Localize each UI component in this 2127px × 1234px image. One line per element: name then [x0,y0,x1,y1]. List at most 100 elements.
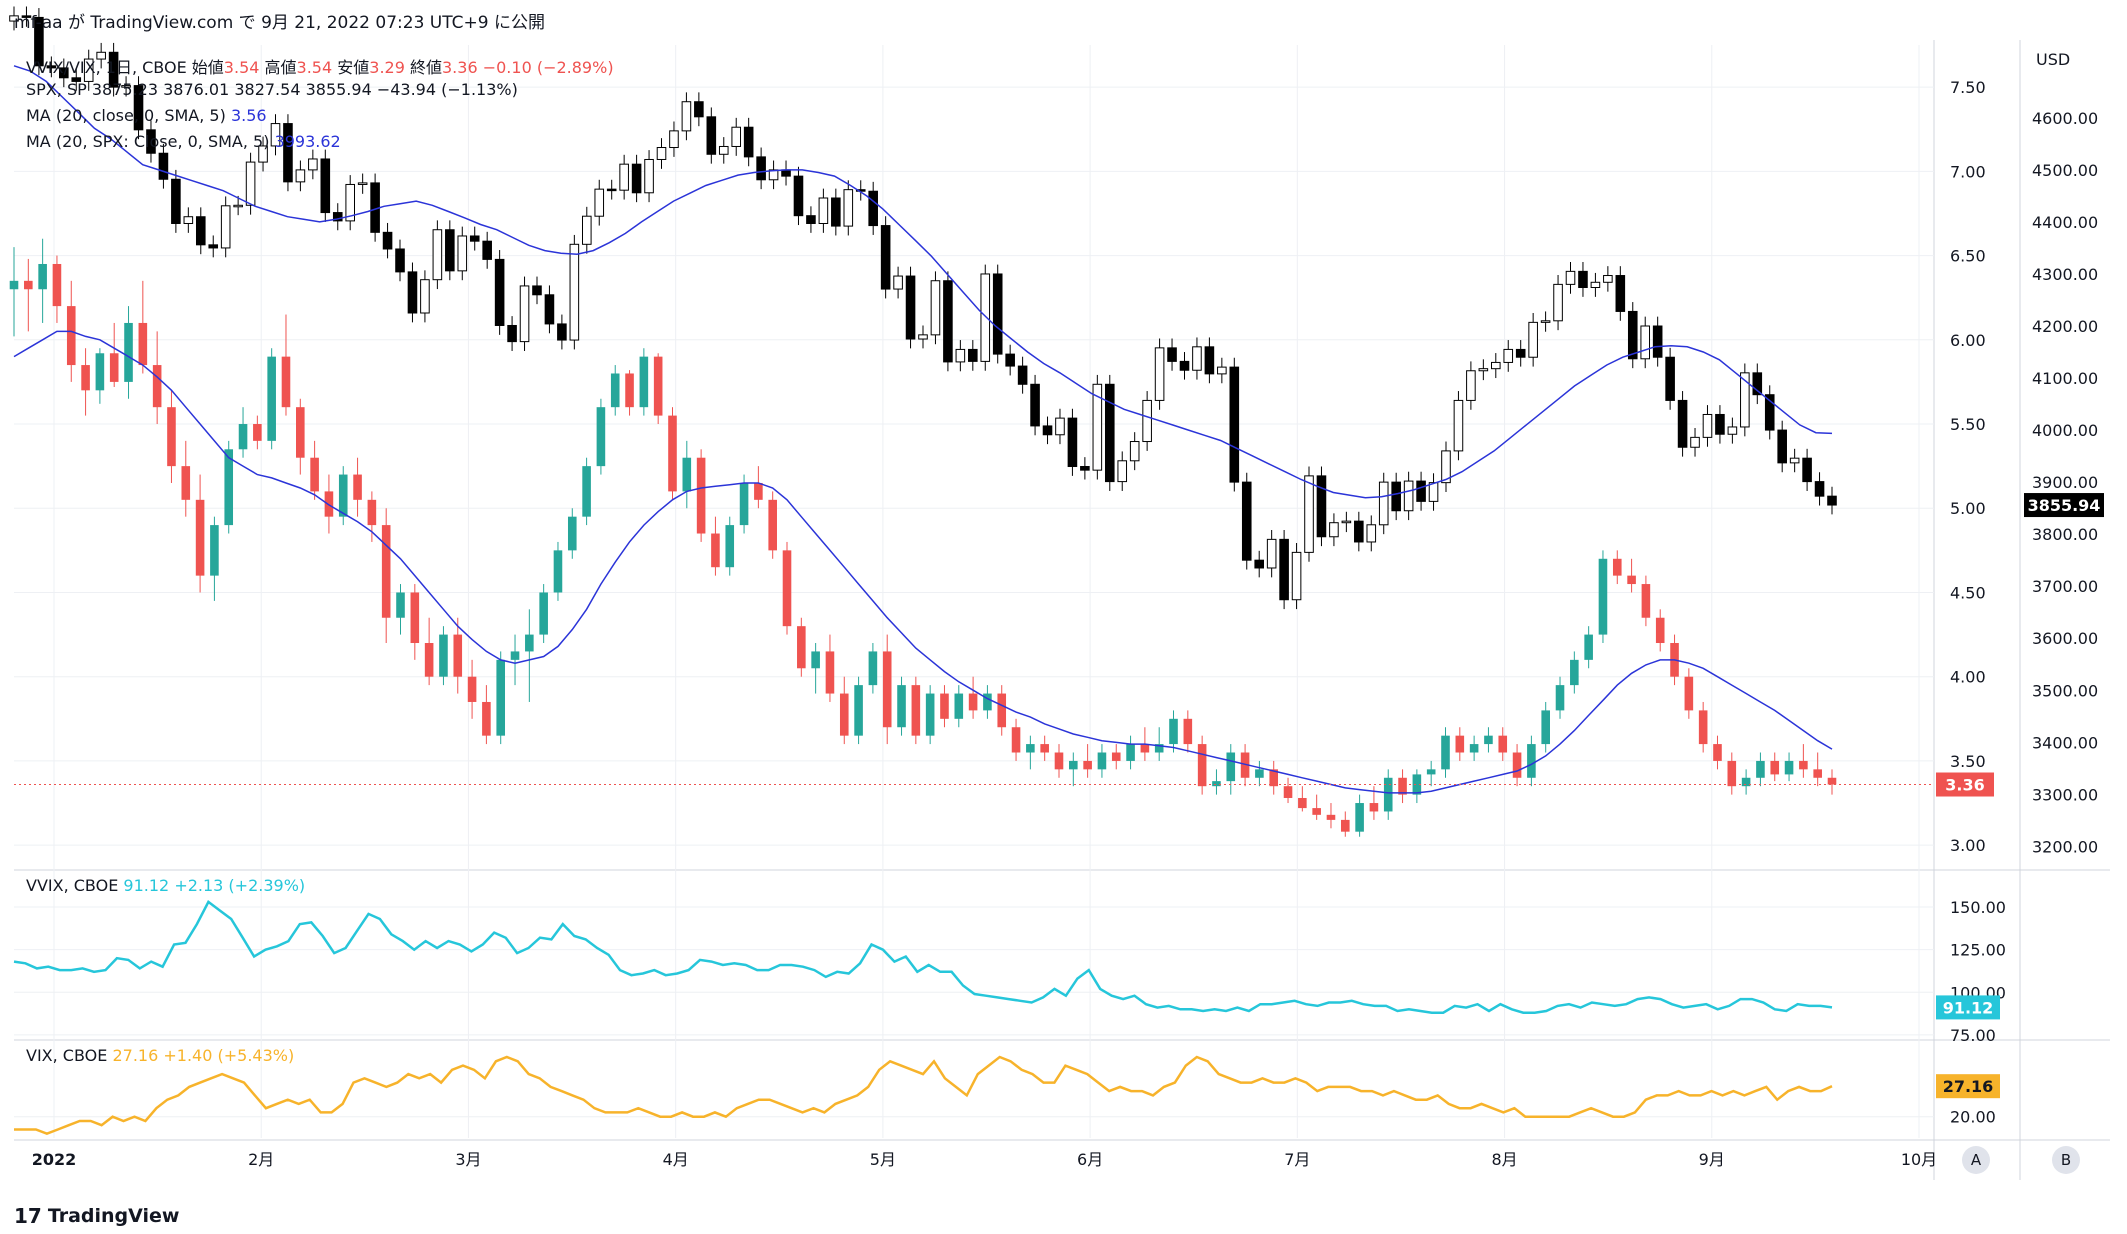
spx-candle-body [1142,399,1152,443]
ratio-candle-body [210,525,219,576]
ratio-last-badge-bg [1936,772,1994,797]
spx-candle-body [557,323,567,341]
legend-ratio[interactable]: VVIX/VIX, 1日, CBOE 始値3.54 高値3.54 安値3.29 … [26,54,614,78]
spx-candle-body [843,189,854,227]
spx-candle-body [96,51,106,60]
ratio-candle-body [782,550,792,627]
ratio-candle-body [1627,575,1636,585]
ratio-candle-body [38,263,47,290]
spx-candle-body [308,158,318,171]
legend-ma2[interactable]: MA (20, SPX: Close, 0, SMA, 5) 3993.62 [26,132,341,151]
spx-candle-body [420,279,430,314]
legend-high-label: 高値 [264,58,297,77]
publisher-name[interactable]: mf-aa [14,13,63,33]
spx-tick-label: 4000.00 [2032,421,2098,440]
ratio-tick-label: 7.50 [1950,78,1986,97]
spx-candle-body [21,15,32,18]
spx-candle-body [1578,270,1588,288]
ratio-candle-body [453,634,463,677]
ratio-candle-body [1741,777,1751,787]
spx-candle-body [1092,383,1103,471]
legend-vvix-label: VVIX, CBOE [26,876,119,895]
spx-candle-body [332,212,343,222]
ratio-candle-body [1498,735,1508,753]
spx-candles [9,6,1837,610]
ratio-candle-body [1698,710,1708,745]
spx-candle-body [1814,481,1825,497]
ratio-candle-body [582,466,591,517]
spx-tick-label: 3800.00 [2032,525,2098,544]
spx-candle-body [992,273,1003,355]
spx-candle-body [1764,394,1775,431]
spx-tick-label: 3500.00 [2032,681,2098,700]
ratio-candle-body [983,693,992,711]
spx-candle-body [1304,475,1314,553]
spx-candle-body [395,248,405,273]
spx-candle-body [1391,481,1401,512]
spx-candle-body [295,169,306,183]
spx-candle-body [1540,320,1551,323]
legend-low-label: 安値 [337,58,370,77]
legend-vvix-value: 91.12 [123,876,170,895]
ratio-candle-body [639,356,649,408]
time-tick-label: 4月 [663,1150,689,1169]
ratio-candle-body [1111,752,1121,761]
legend-high: 3.54 [296,58,333,77]
auto-scale-button[interactable]: A [1962,1146,1990,1174]
spx-candle-body [1627,310,1638,360]
ratio-candle-body [1527,744,1536,778]
spx-candle-body [1441,450,1451,484]
legend-vvix-change: +2.13 (+2.39%) [174,876,306,895]
legend-vix[interactable]: VIX, CBOE 27.16 +1.40 (+5.43%) [26,1046,294,1065]
spx-tick-label: 4400.00 [2032,213,2098,232]
tradingview-logo[interactable]: 17 TradingView [14,1204,179,1228]
spx-candle-body [1416,480,1426,502]
spx-candle-body [1129,441,1140,462]
ratio-candle-body [1398,777,1407,795]
legend-spx[interactable]: SPX, SP 3875.23 3876.01 3827.54 3855.94 … [26,80,518,99]
spx-candle-body [1017,365,1028,385]
spx-candle-body [133,85,144,131]
ratio-candle-body [1011,727,1021,753]
ratio-tick-label: 7.00 [1950,162,1986,181]
spx-candle-body [718,145,729,155]
spx-candle-body [1665,356,1675,401]
ratio-candle-body [668,415,677,492]
spx-last-badge: 3855.94 [2028,496,2101,515]
ratio-candle-body [1426,769,1436,775]
spx-candle-body [1789,457,1800,464]
spx-candle-body [494,258,505,326]
spx-candle-body [1266,538,1277,569]
publish-info: が TradingView.com で 9月 21, 2022 07:23 UT… [68,13,545,33]
log-scale-button[interactable]: B [2052,1146,2080,1174]
ratio-candle-body [1684,676,1694,711]
ratio-candle-body [954,693,964,719]
ratio-candle-body [1140,744,1150,753]
legend-low: 3.29 [369,58,405,77]
spx-tick-label: 4200.00 [2032,317,2098,336]
spx-candle-body [1777,429,1787,464]
legend-vvix[interactable]: VVIX, CBOE 91.12 +2.13 (+2.39%) [26,876,305,895]
ratio-candle-body [1154,744,1164,753]
ratio-candle-body [1827,777,1837,785]
ratio-candle-body [181,466,191,500]
spx-candle-body [1080,466,1090,471]
spx-candle-body [1428,482,1439,502]
ratio-candle-body [1054,752,1064,770]
vix-line [14,1055,1833,1136]
spx-candle-body [1802,457,1812,483]
ratio-candle-body [1126,744,1135,761]
legend-ma1[interactable]: MA (20, close, 0, SMA, 5) 3.56 [26,106,267,125]
time-tick-label: 2月 [248,1150,274,1169]
time-tick-label: 2022 [32,1150,77,1169]
ratio-candle-body [1069,760,1078,770]
vvix-tick-label: 150.00 [1950,898,2006,917]
spx-candle-body [1117,460,1128,483]
spx-candle-body [893,275,903,290]
spx-candle-body [258,145,268,163]
spx-candle-body [1727,426,1738,435]
spx-candle-body [183,216,194,224]
spx-candle-body [806,215,816,224]
